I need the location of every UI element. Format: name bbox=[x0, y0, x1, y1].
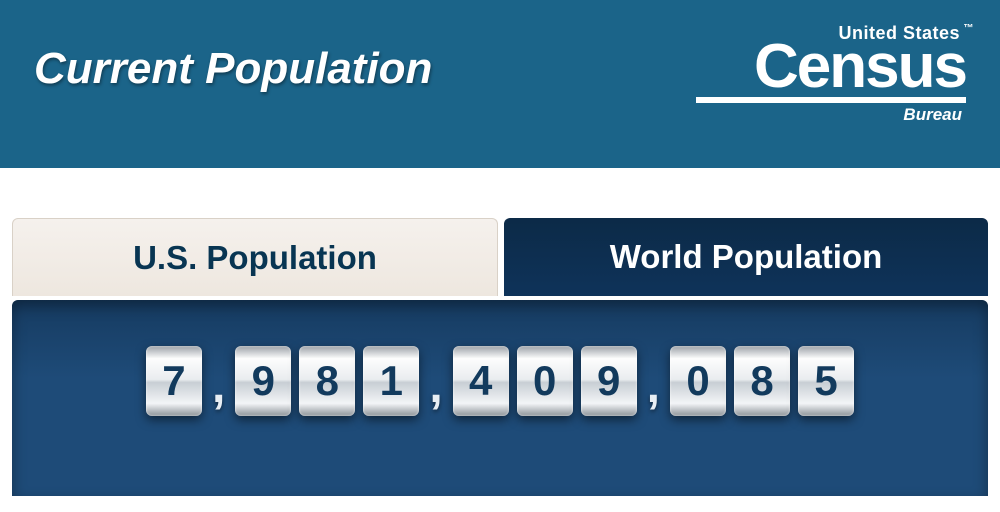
tab-us-population[interactable]: U.S. Population bbox=[12, 218, 498, 296]
population-tabs: U.S. Population World Population bbox=[12, 218, 988, 296]
counter-digit: 0 bbox=[517, 346, 573, 416]
counter-panel: 7 , 9 8 1 , 4 0 9 , 0 8 5 bbox=[12, 300, 988, 496]
counter-digit: 9 bbox=[581, 346, 637, 416]
counter-separator: , bbox=[210, 359, 227, 416]
counter-digit: 4 bbox=[453, 346, 509, 416]
counter-digit: 8 bbox=[299, 346, 355, 416]
page-title: Current Population bbox=[34, 44, 432, 94]
tab-world-population[interactable]: World Population bbox=[504, 218, 988, 296]
logo-top-line: United States bbox=[838, 23, 960, 44]
content-area: U.S. Population World Population 7 , 9 8… bbox=[0, 168, 1000, 496]
header-bar: Current Population United States Census … bbox=[0, 0, 1000, 168]
counter-separator: , bbox=[645, 359, 662, 416]
population-counter: 7 , 9 8 1 , 4 0 9 , 0 8 5 bbox=[52, 346, 948, 416]
logo-bureau-text: Bureau bbox=[903, 105, 962, 125]
counter-digit: 1 bbox=[363, 346, 419, 416]
counter-digit: 5 bbox=[798, 346, 854, 416]
counter-digit: 0 bbox=[670, 346, 726, 416]
counter-digit: 8 bbox=[734, 346, 790, 416]
logo-divider bbox=[696, 97, 966, 103]
counter-digit: 9 bbox=[235, 346, 291, 416]
counter-digit: 7 bbox=[146, 346, 202, 416]
logo-main-text: Census bbox=[754, 42, 966, 92]
census-logo: United States Census Bureau bbox=[696, 23, 966, 126]
counter-separator: , bbox=[427, 359, 444, 416]
